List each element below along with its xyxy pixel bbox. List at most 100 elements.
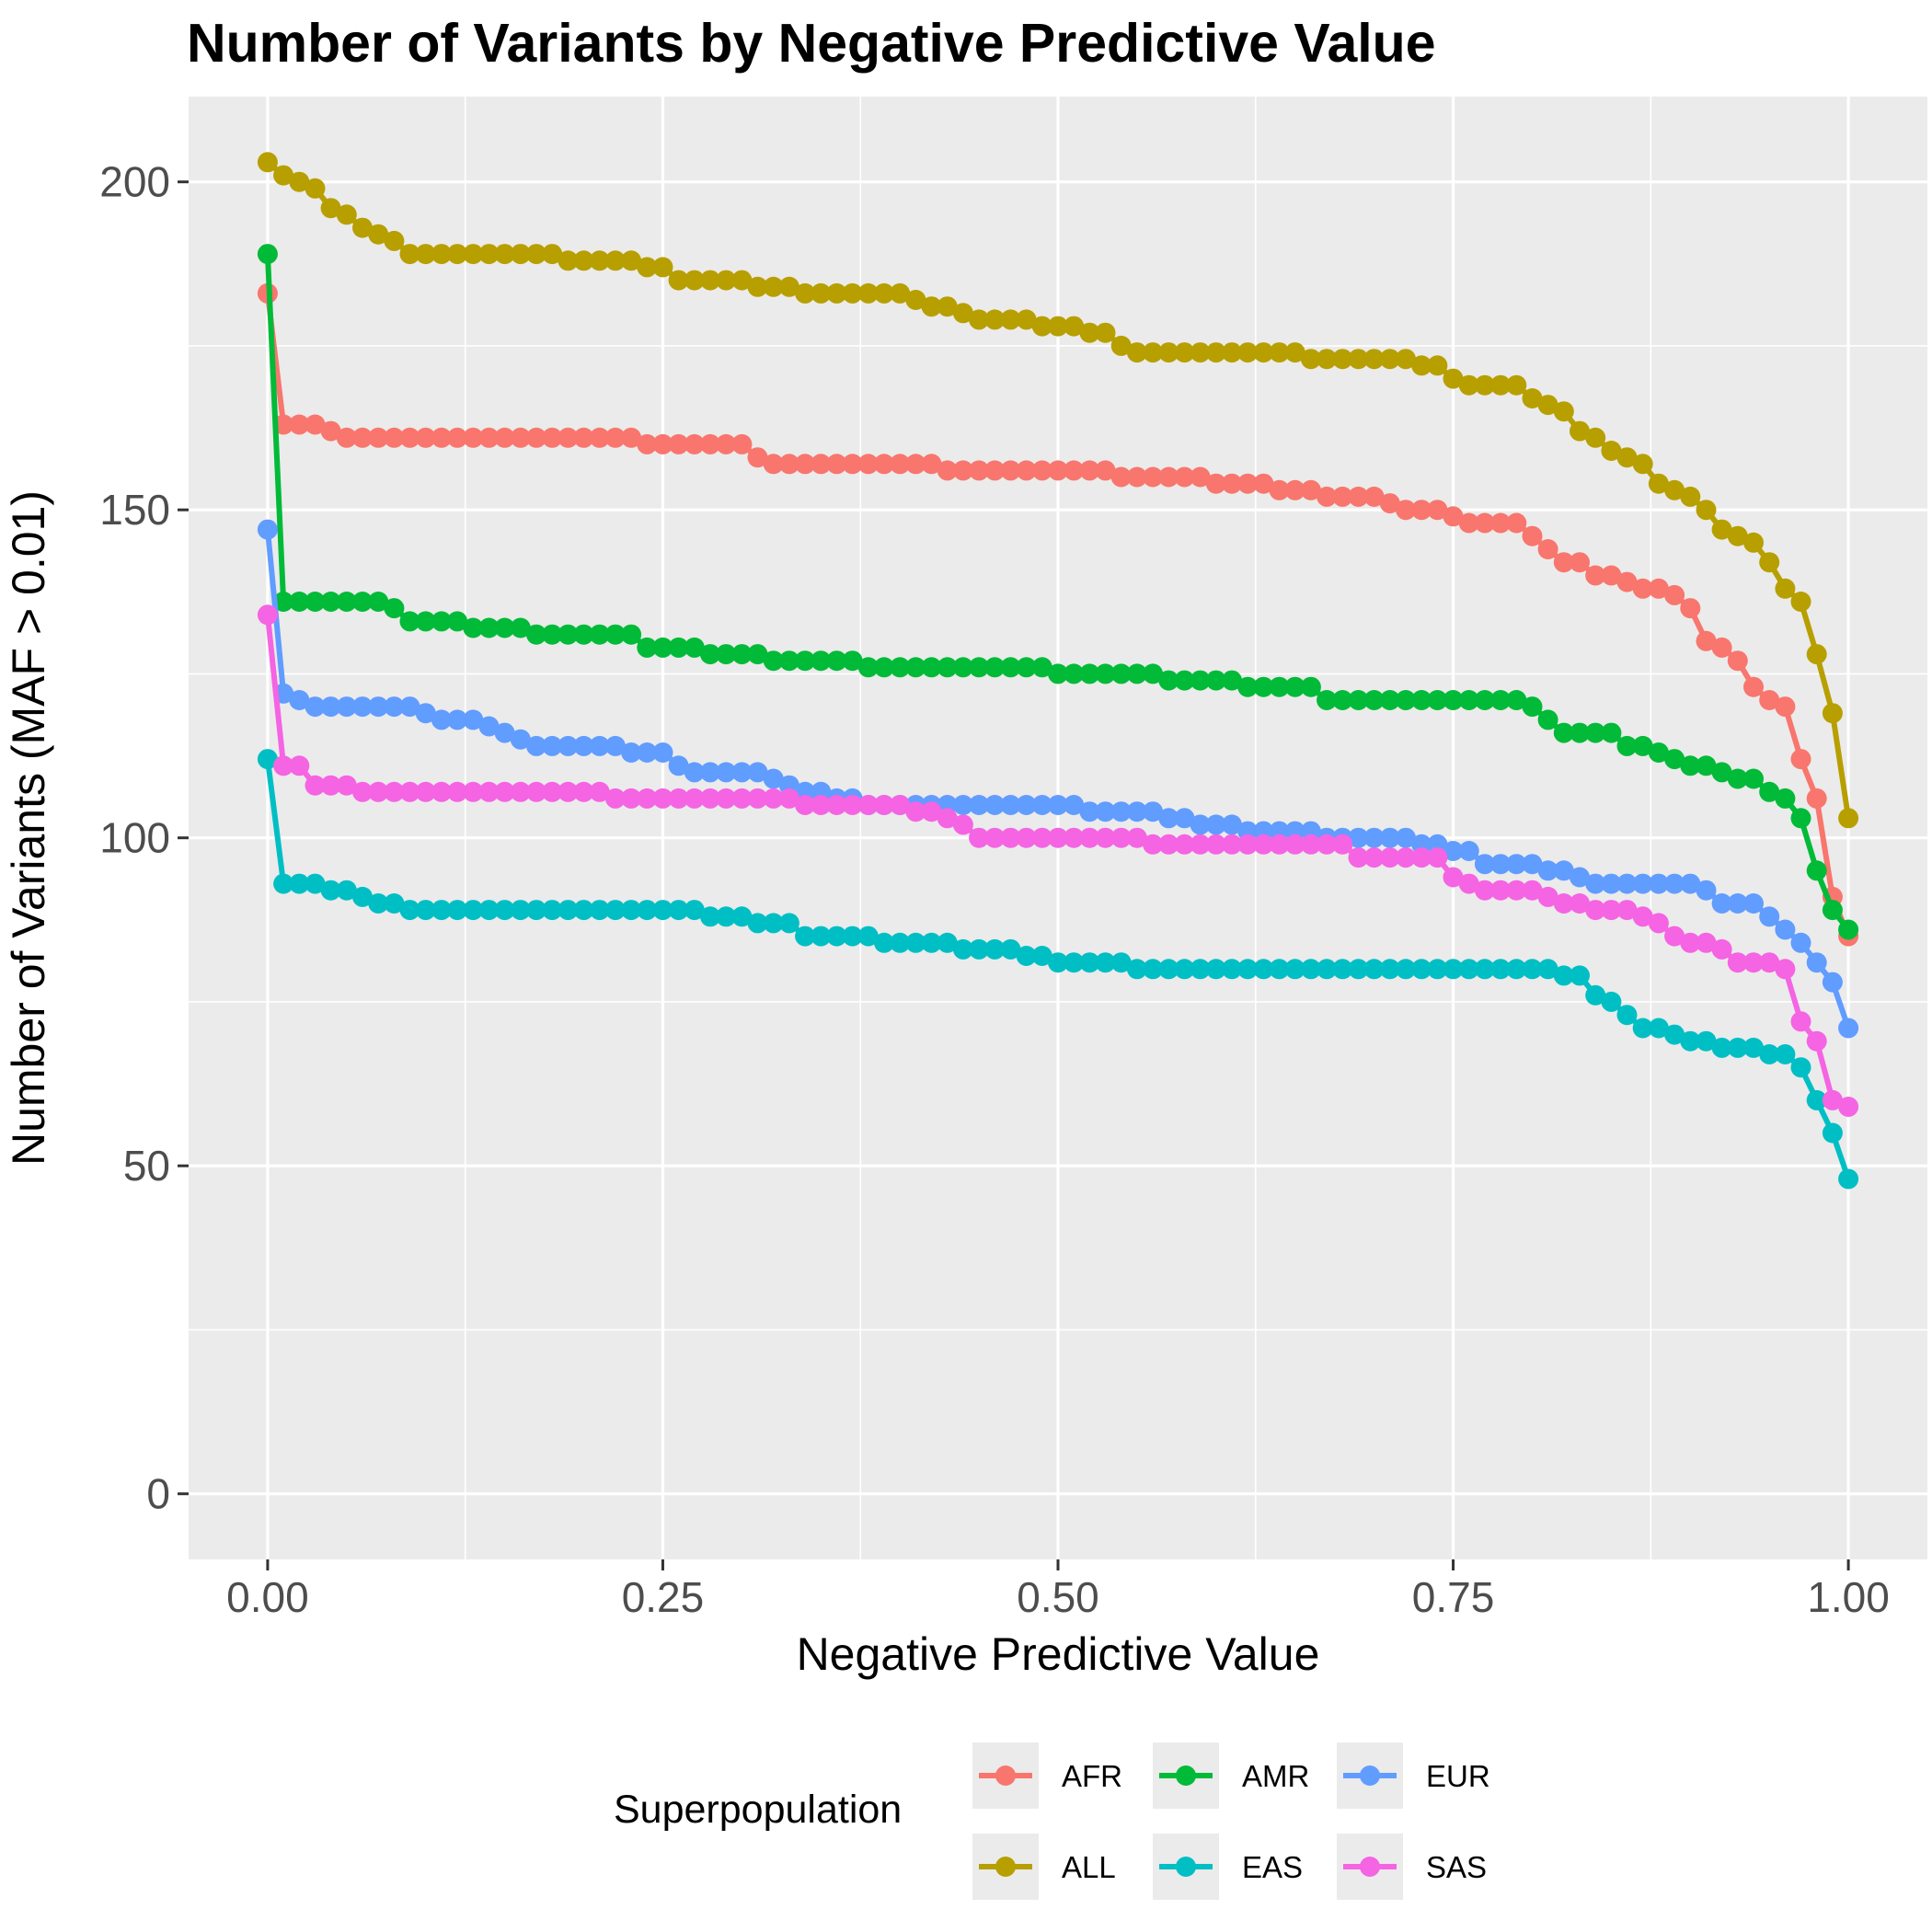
- data-point-all: [811, 282, 832, 304]
- data-point-all: [1616, 447, 1638, 468]
- data-point-afr: [1759, 690, 1780, 710]
- data-point-eas: [1727, 1037, 1748, 1058]
- data-point-amr: [1506, 690, 1527, 710]
- data-point-sas: [257, 604, 278, 626]
- data-point-sas: [890, 795, 911, 815]
- data-point-all: [763, 276, 784, 297]
- data-point-sas: [352, 781, 373, 802]
- data-point-eas: [1205, 959, 1226, 980]
- data-point-sas: [668, 788, 689, 809]
- data-point-eas: [494, 900, 515, 921]
- data-point-afr: [526, 427, 546, 448]
- data-point-eas: [969, 938, 990, 960]
- data-point-eas: [604, 900, 626, 921]
- data-point-all: [352, 217, 373, 238]
- data-point-eas: [716, 906, 737, 927]
- data-point-afr: [795, 454, 816, 475]
- data-point-afr: [905, 454, 926, 475]
- data-point-sas: [1632, 906, 1653, 927]
- data-point-all: [668, 270, 689, 291]
- data-point-all: [1143, 342, 1164, 363]
- data-point-amr: [778, 650, 799, 672]
- data-point-sas: [921, 801, 942, 822]
- data-point-eas: [368, 893, 389, 914]
- data-point-amr: [1522, 696, 1543, 718]
- data-point-eas: [1616, 1005, 1638, 1026]
- data-point-afr: [1143, 466, 1164, 488]
- data-point-afr: [1711, 637, 1732, 658]
- series-amr: [257, 244, 1859, 940]
- data-point-eur: [494, 722, 515, 743]
- data-point-eur: [1632, 873, 1653, 894]
- data-point-afr: [1537, 539, 1558, 559]
- data-point-amr: [1570, 722, 1590, 743]
- data-point-eur: [463, 709, 484, 730]
- data-point-afr: [399, 427, 420, 448]
- data-point-sas: [1222, 834, 1242, 855]
- data-point-amr: [558, 624, 579, 645]
- data-point-eas: [984, 938, 1006, 960]
- data-point-all: [1300, 349, 1321, 370]
- data-point-sas: [1143, 834, 1164, 855]
- data-point-afr: [1205, 473, 1226, 494]
- data-point-sas: [1727, 952, 1748, 973]
- data-point-eur: [1458, 841, 1479, 861]
- data-point-all: [447, 244, 468, 265]
- data-point-eas: [1458, 959, 1479, 980]
- data-point-amr: [1727, 768, 1748, 789]
- data-point-afr: [1126, 466, 1147, 488]
- data-point-amr: [1537, 709, 1558, 730]
- data-point-afr: [1648, 578, 1669, 599]
- data-point-amr: [857, 657, 879, 678]
- data-point-all: [1411, 355, 1432, 376]
- data-point-amr: [1048, 663, 1068, 684]
- data-point-eur: [1000, 795, 1021, 815]
- data-point-afr: [937, 460, 958, 481]
- data-point-afr: [890, 454, 911, 475]
- data-point-eur: [1696, 880, 1717, 901]
- data-point-amr: [384, 598, 405, 619]
- data-point-amr: [604, 624, 626, 645]
- data-point-afr: [573, 427, 594, 448]
- data-point-sas: [1190, 834, 1211, 855]
- data-point-all: [1158, 342, 1179, 363]
- data-point-all: [1205, 342, 1226, 363]
- x-tick-label: 1.00: [1807, 1573, 1890, 1621]
- data-point-all: [1064, 316, 1085, 337]
- data-point-eur: [510, 729, 531, 750]
- data-point-all: [1458, 374, 1479, 396]
- data-point-all: [1443, 368, 1464, 389]
- data-point-sas: [1174, 834, 1195, 855]
- data-point-eur: [289, 690, 310, 710]
- data-point-amr: [921, 657, 942, 678]
- y-axis-tick-labels: 0 50 100 150 200: [99, 158, 170, 1518]
- data-point-eur: [1570, 867, 1590, 888]
- legend-key-point: [995, 1765, 1016, 1786]
- data-point-eas: [415, 900, 436, 921]
- data-point-eas: [1759, 1044, 1780, 1064]
- data-point-amr: [1016, 657, 1037, 678]
- data-point-sas: [415, 781, 436, 802]
- data-point-eur: [604, 735, 626, 756]
- data-point-afr: [510, 427, 531, 448]
- data-point-all: [305, 178, 326, 199]
- data-point-eur: [668, 755, 689, 776]
- data-point-all: [637, 257, 658, 278]
- data-point-eas: [1711, 1037, 1732, 1058]
- legend-label-afr: AFR: [1062, 1759, 1122, 1793]
- data-point-eas: [700, 906, 720, 927]
- data-point-amr: [1648, 742, 1669, 763]
- data-point-sas: [1601, 900, 1622, 921]
- data-point-amr: [1143, 663, 1164, 684]
- y-tick-label: 150: [99, 486, 170, 534]
- data-point-all: [1000, 309, 1021, 330]
- data-point-afr: [1775, 696, 1796, 718]
- data-point-sas: [336, 775, 357, 796]
- data-point-afr: [1190, 466, 1211, 488]
- data-point-sas: [289, 755, 310, 776]
- data-point-eas: [1553, 965, 1574, 986]
- data-point-eur: [1016, 795, 1037, 815]
- y-tick-label: 50: [123, 1142, 170, 1190]
- data-point-eas: [1284, 959, 1305, 980]
- data-point-all: [1332, 349, 1353, 370]
